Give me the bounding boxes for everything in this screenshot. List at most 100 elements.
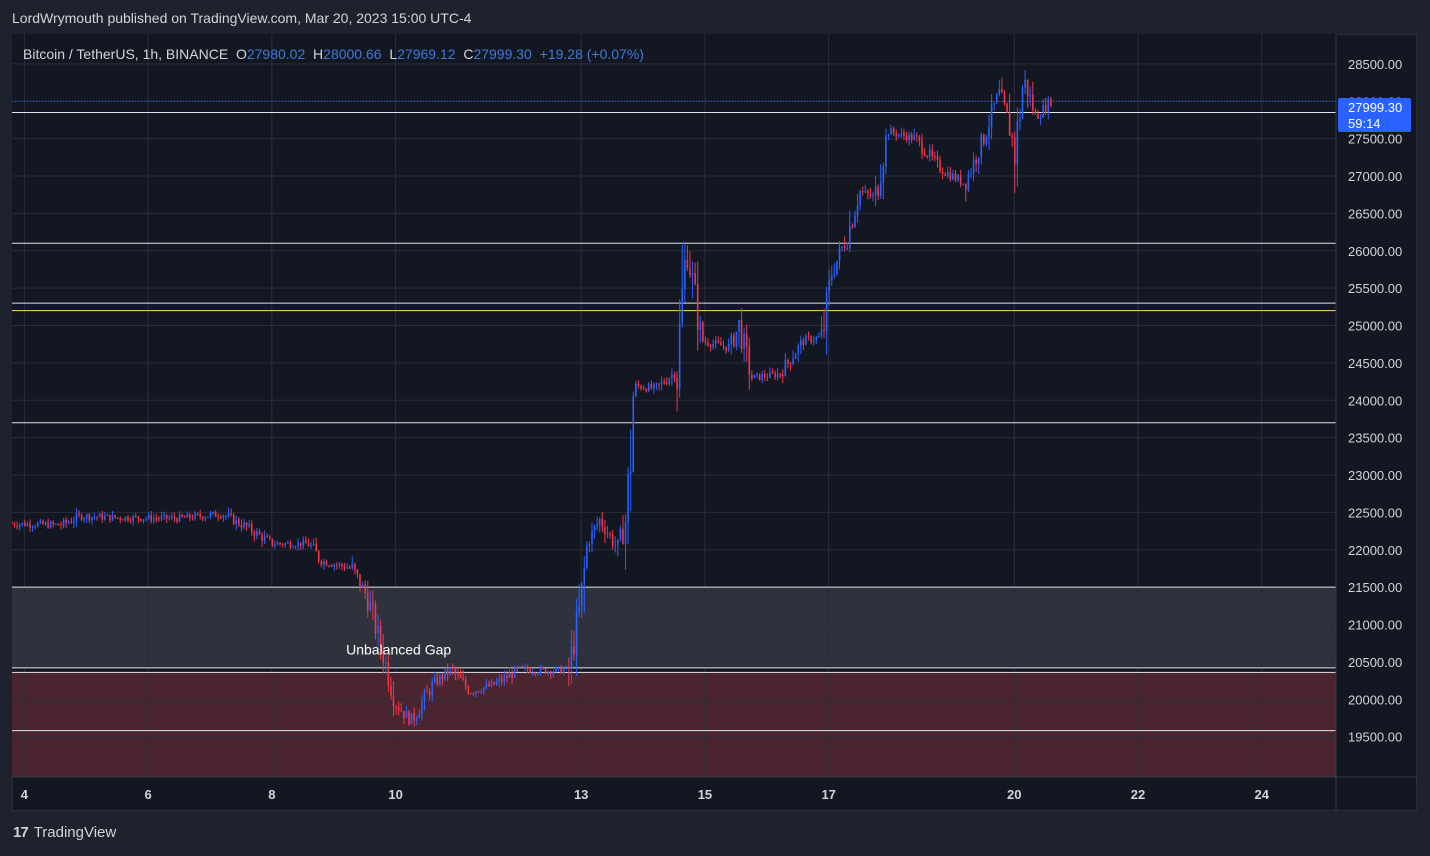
candle-body	[109, 514, 111, 521]
candlestick-chart[interactable]: Unbalanced Gap 19500.00 20000.00 20500.00 21…	[12, 34, 1417, 811]
low-label: L	[389, 46, 398, 62]
candle-body	[189, 513, 191, 519]
candle-body	[856, 205, 859, 216]
candle-body	[106, 514, 109, 516]
candle-body	[495, 681, 498, 685]
time-tick-label: 10	[388, 787, 402, 802]
candle-body	[949, 172, 952, 180]
candle-body	[511, 673, 513, 678]
candle-body	[132, 516, 134, 522]
candle-body	[980, 134, 983, 158]
candle-body	[400, 710, 403, 712]
candle-body	[552, 671, 555, 675]
high-label: H	[313, 46, 324, 62]
candle-body	[85, 514, 88, 519]
candle-body	[354, 563, 356, 570]
candle-body	[73, 521, 75, 523]
candle-body	[171, 516, 173, 518]
candle-body	[936, 156, 939, 160]
candle-body	[954, 173, 957, 181]
candle-body	[217, 516, 220, 518]
candle-body	[864, 190, 867, 192]
candle-body	[78, 513, 80, 515]
candle-body	[225, 515, 227, 517]
candle-body	[890, 128, 892, 135]
candle-body	[691, 273, 694, 276]
candle-body	[560, 666, 562, 674]
candle-body	[903, 132, 905, 136]
candle-body	[235, 519, 238, 525]
price-tick-label: 21000.00	[1348, 618, 1402, 633]
candle-body	[686, 259, 689, 268]
candle-body	[178, 514, 181, 522]
candle-body	[366, 593, 369, 611]
candle-body	[823, 329, 825, 331]
candle-body	[720, 342, 722, 346]
candle-body	[482, 687, 485, 692]
candle-body	[384, 662, 387, 664]
candle-body	[900, 132, 903, 135]
candle-body	[787, 360, 789, 363]
candle-body	[789, 362, 792, 365]
publisher-line: LordWrymouth published on TradingView.co…	[12, 10, 472, 26]
candle-body	[464, 679, 467, 688]
candle-body	[722, 345, 725, 347]
price-tick-label: 23000.00	[1348, 468, 1402, 483]
candle-body	[116, 517, 119, 519]
candle-body	[268, 536, 271, 539]
candle-body	[49, 521, 52, 528]
candle-body	[516, 667, 519, 669]
candle-body	[758, 373, 761, 380]
candle-body	[983, 134, 985, 144]
candle-body	[990, 104, 993, 127]
candle-body	[877, 186, 879, 197]
open-label: O	[235, 46, 247, 62]
candle-body	[397, 706, 400, 711]
candle-body	[689, 267, 691, 276]
candle-body	[428, 691, 431, 696]
candle-body	[410, 712, 413, 725]
candle-body	[436, 677, 439, 685]
candle-body	[498, 678, 501, 682]
candle-body	[977, 157, 980, 164]
symbol-title[interactable]: Bitcoin / TetherUS, 1h, BINANCE	[23, 46, 229, 62]
candle-body	[519, 666, 521, 668]
candle-body	[433, 677, 436, 683]
candle-body	[297, 542, 299, 547]
candle-body	[287, 542, 289, 544]
candle-body	[859, 191, 861, 206]
time-tick-label: 8	[268, 787, 275, 802]
candle-body	[704, 341, 707, 343]
candle-body	[562, 669, 565, 674]
candle-body	[83, 518, 85, 520]
candle-body	[52, 521, 55, 525]
candle-body	[413, 712, 415, 721]
candle-body	[635, 383, 637, 397]
candle-body	[1042, 104, 1044, 118]
tradingview-logo[interactable]: 17 TradingView	[13, 824, 116, 841]
candle-body	[207, 516, 209, 518]
candle-body	[299, 542, 302, 547]
candle-body	[928, 149, 931, 157]
candle-body	[294, 546, 297, 548]
candle-body	[761, 374, 763, 380]
candle-body	[846, 247, 849, 249]
candle-body	[916, 135, 918, 137]
candle-body	[346, 567, 348, 569]
candle-body	[183, 516, 186, 518]
candle-body	[591, 530, 593, 545]
candle-body	[253, 532, 256, 537]
candle-body	[988, 126, 990, 138]
candle-body	[918, 136, 921, 141]
candle-body	[439, 675, 441, 685]
candle-body	[596, 524, 598, 527]
candle-body	[1011, 135, 1014, 138]
candle-body	[289, 542, 292, 548]
candle-body	[75, 513, 78, 522]
candle-body	[452, 667, 454, 669]
candle-body	[240, 525, 243, 528]
candle-body	[26, 523, 29, 526]
candle-body	[173, 516, 176, 519]
candle-body	[333, 564, 336, 567]
candle-body	[18, 524, 21, 527]
